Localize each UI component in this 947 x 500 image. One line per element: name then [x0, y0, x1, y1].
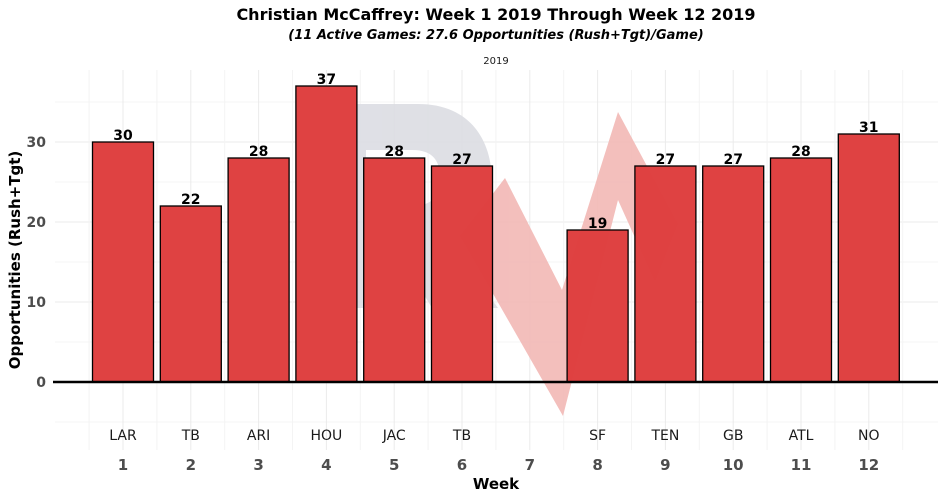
opponent-labels: LAR TB ARI HOU JAC TB SF TEN GB ATL NO [109, 428, 879, 444]
opponent-label: LAR [109, 428, 137, 444]
bar [769, 157, 833, 383]
bar-value-label: 28 [791, 144, 810, 160]
x-tick-label: 10 [723, 456, 744, 474]
watermark-checkmark [460, 112, 678, 416]
chart-subtitle: (11 Active Games: 27.6 Opportunities (Ru… [288, 28, 703, 43]
opponent-label: GB [723, 428, 743, 444]
bar [295, 85, 358, 383]
opponent-label: HOU [311, 428, 343, 444]
x-axis-title: Week [473, 475, 520, 493]
x-tick-label: 11 [791, 456, 812, 474]
x-tick-label: 9 [660, 456, 670, 474]
x-tick-label: 8 [592, 456, 602, 474]
x-tick-label: 3 [253, 456, 263, 474]
y-axis-title: Opportunities (Rush+Tgt) [6, 151, 24, 370]
bar-value-label: 22 [181, 192, 200, 208]
y-tick-label: 20 [27, 215, 47, 231]
bar-value-label: 28 [384, 144, 403, 160]
chart-title: Christian McCaffrey: Week 1 2019 Through… [236, 5, 755, 24]
opponent-label: ARI [247, 428, 270, 444]
bar-value-label: 31 [859, 120, 878, 136]
x-tick-label: 5 [389, 456, 399, 474]
bar [634, 165, 697, 383]
opponent-label: ATL [789, 428, 814, 444]
bar-value-label: 27 [452, 152, 471, 168]
opponent-label: TB [452, 428, 471, 444]
opponent-label: TEN [650, 428, 679, 444]
bar-value-label: 28 [249, 144, 268, 160]
facet-label: 2019 [483, 56, 508, 67]
bar-value-label: 30 [113, 128, 133, 144]
x-tick-label: 6 [457, 456, 467, 474]
opponent-label: NO [858, 428, 880, 444]
x-axis-ticks: 1 2 3 4 5 6 7 8 9 10 11 12 [118, 456, 879, 474]
bar [702, 165, 765, 383]
bar-value-label: 27 [656, 152, 675, 168]
x-tick-label: 7 [525, 456, 535, 474]
bar [430, 165, 494, 383]
opponent-label: SF [589, 428, 606, 444]
y-axis-ticks: 0 10 20 30 [27, 135, 47, 391]
x-tick-label: 1 [118, 456, 128, 474]
bar [363, 157, 426, 383]
y-tick-label: 0 [36, 375, 46, 391]
x-tick-label: 2 [186, 456, 196, 474]
x-tick-label: 4 [321, 456, 331, 474]
bar [837, 133, 900, 383]
bar-value-label: 19 [588, 216, 607, 232]
y-tick-label: 10 [27, 295, 47, 311]
opponent-label: TB [181, 428, 200, 444]
y-tick-label: 30 [27, 135, 47, 151]
bar [566, 229, 629, 383]
bar [91, 141, 155, 383]
bars [91, 85, 900, 383]
bar [227, 157, 290, 383]
bar-labels: 30 22 28 37 28 27 19 27 27 28 31 [113, 72, 878, 232]
bar [159, 205, 222, 383]
x-tick-label: 12 [858, 456, 879, 474]
opponent-label: JAC [382, 428, 406, 444]
bar-value-label: 27 [723, 152, 742, 168]
bar-value-label: 37 [317, 72, 336, 88]
